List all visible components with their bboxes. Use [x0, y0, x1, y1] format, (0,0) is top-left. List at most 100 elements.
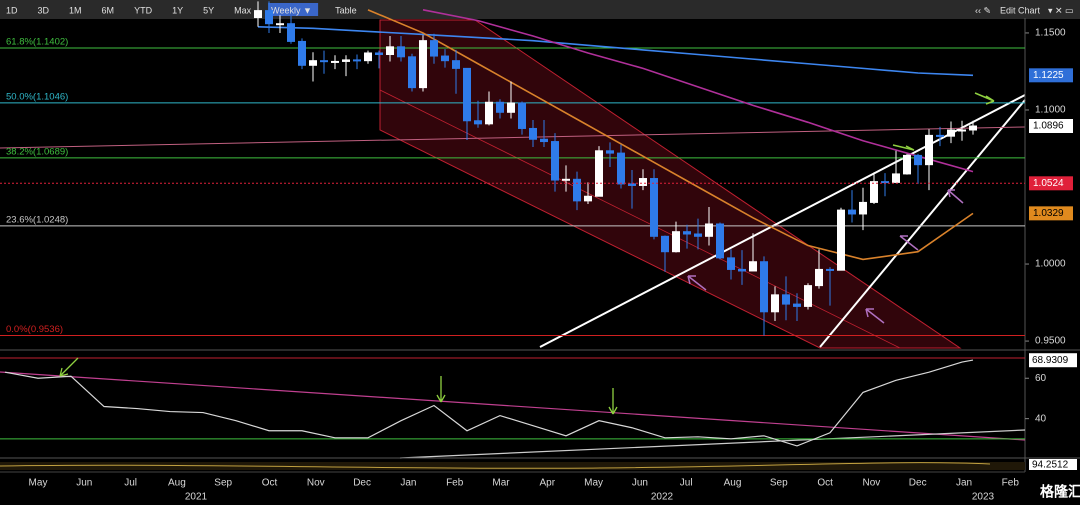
candle-body — [661, 235, 669, 253]
period-button[interactable]: YTD — [134, 5, 153, 15]
candle-body — [364, 52, 372, 62]
period-button[interactable]: 1M — [69, 5, 82, 15]
candle-body — [903, 154, 911, 175]
candle-body — [496, 101, 504, 113]
price-panel: 1.1500 1.1000 1.0000 0.9500 61.8%(1.1402) 50.… — [0, 1, 1073, 472]
month-label: Oct — [262, 478, 278, 489]
rsi-panel: 60 40 68.9309 — [0, 353, 1077, 447]
period-button[interactable]: Max — [234, 5, 252, 15]
month-label: Mar — [492, 478, 510, 489]
candle-body — [529, 127, 537, 140]
period-button[interactable]: 6M — [102, 5, 115, 15]
candle-body — [639, 178, 647, 186]
candle-body — [947, 129, 955, 137]
candle-body — [892, 173, 900, 183]
candle-body — [342, 59, 350, 62]
moving-average — [367, 9, 974, 261]
month-label: Feb — [446, 478, 464, 489]
candle-body — [672, 231, 680, 253]
year-label: 2023 — [972, 492, 995, 503]
period-button[interactable]: 1Y — [172, 5, 183, 15]
candle-body — [573, 178, 581, 202]
wedge-upper — [539, 94, 1026, 348]
candle-body — [606, 150, 614, 154]
month-label: Jun — [76, 478, 92, 489]
month-label: Aug — [168, 478, 186, 489]
price-label: 1.0896 — [1033, 121, 1064, 132]
y-tick-label: 1.0000 — [1035, 259, 1066, 270]
month-label: Jul — [124, 478, 137, 489]
candle-body — [771, 294, 779, 313]
candle-body — [738, 268, 746, 272]
candle-body — [562, 178, 570, 181]
watermark: 格隆汇 — [1040, 484, 1080, 500]
price-label: 1.0524 — [1033, 178, 1064, 189]
horizontal-trend — [0, 126, 1026, 149]
fib-label: 23.6%(1.0248) — [6, 214, 68, 225]
candle-body — [749, 261, 757, 272]
candle-body — [540, 138, 548, 143]
candle-body — [331, 60, 339, 63]
candle-body — [650, 178, 658, 237]
month-label: Apr — [540, 478, 556, 489]
lower-panel — [0, 462, 1025, 470]
table-button[interactable]: Table — [335, 5, 357, 15]
toolbar — [0, 0, 1080, 19]
candle-body — [397, 46, 405, 58]
rsi-last: 68.9309 — [1032, 355, 1069, 366]
candle-body — [276, 23, 284, 26]
window-controls[interactable]: ▾ ✕ ▭ — [1048, 5, 1074, 15]
period-button[interactable]: 3D — [38, 5, 50, 15]
y-tick-label: 0.9500 — [1035, 336, 1066, 347]
candle-body — [859, 201, 867, 215]
candle-body — [936, 134, 944, 137]
nav-arrows[interactable]: ‹‹ ✎ — [975, 5, 991, 15]
price-label-box — [1029, 176, 1073, 191]
candle-body — [958, 129, 966, 132]
candle-body — [441, 55, 449, 62]
price-label: 1.1225 — [1033, 70, 1064, 81]
rsi-line — [4, 359, 974, 447]
wedge-lower — [819, 99, 1026, 348]
frequency[interactable]: Weekly ▼ — [271, 5, 312, 15]
candle-body — [419, 40, 427, 89]
period-button[interactable]: 5Y — [203, 5, 214, 15]
price-label-box — [1029, 206, 1073, 221]
candle-body — [551, 141, 559, 181]
candle-body — [870, 181, 878, 203]
candle-body — [265, 10, 273, 25]
fib-label: 38.2%(1.0689) — [6, 146, 68, 157]
candle-body — [309, 60, 317, 66]
candle-body — [287, 23, 295, 42]
period-button[interactable]: 1D — [6, 5, 18, 15]
candle-body — [595, 150, 603, 197]
month-label: Sep — [214, 478, 232, 489]
month-label: Aug — [724, 478, 742, 489]
candle-body — [320, 60, 328, 63]
candle-body — [386, 46, 394, 56]
moving-average — [422, 9, 974, 173]
month-label: Dec — [353, 478, 371, 489]
month-label: Jul — [680, 478, 693, 489]
rsi-tick-label: 60 — [1035, 373, 1047, 384]
rsi-label-box — [1029, 353, 1077, 368]
price-label: 1.0329 — [1033, 208, 1064, 219]
month-label: May — [584, 478, 603, 489]
fib-label: 50.0%(1.1046) — [6, 91, 68, 102]
candle-body — [782, 294, 790, 305]
frequency-button[interactable] — [268, 3, 319, 16]
moving-average — [257, 25, 974, 77]
toolbar-buttons: 1D 3D 1M 6M YTD 1Y 5Y Max Weekly ▼ Table — [6, 3, 357, 16]
candle-body — [617, 152, 625, 185]
candle-body — [353, 59, 361, 62]
edit-chart[interactable]: Edit Chart — [1000, 5, 1041, 15]
candle-body — [925, 134, 933, 166]
candle-body — [485, 101, 493, 125]
fib-label: 61.8%(1.1402) — [6, 37, 68, 48]
candle-body — [628, 183, 636, 186]
x-axis-labels: May Jun Jul Aug Sep Oct Nov Dec Jan Feb Mar Apr May J… — [29, 478, 1020, 503]
lower-last-value: 94.2512 — [1032, 460, 1069, 471]
price-label-box — [1029, 118, 1073, 133]
candle-body — [716, 223, 724, 259]
rsi-arrows — [59, 357, 618, 415]
